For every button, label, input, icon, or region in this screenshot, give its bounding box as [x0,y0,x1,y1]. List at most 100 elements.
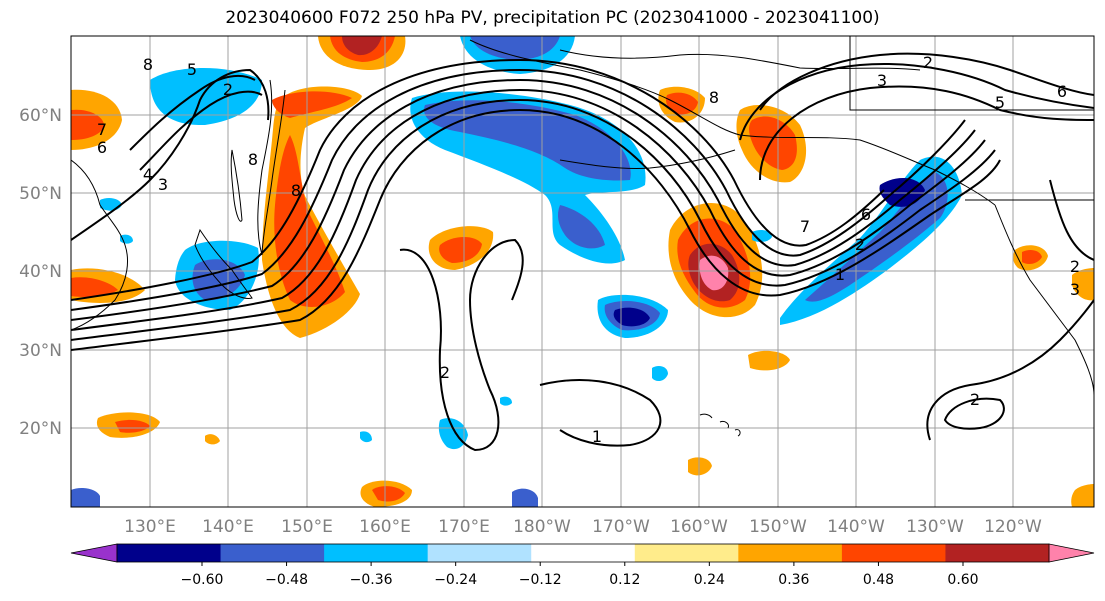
colorbar-tick-label: −0.12 [519,572,562,588]
precip-positive-bottom-right [1071,484,1094,507]
map-title: 2023040600 F072 250 hPa PV, precipitatio… [225,8,880,28]
precip-negative-okhotsk [150,68,262,126]
contour-label: 3 [877,71,887,90]
precip-negative-tiny-d [512,488,538,507]
contour-label: 6 [1057,82,1067,101]
lat-label: 40°N [19,262,62,282]
colorbar: −0.60 −0.48 −0.36 −0.24 −0.12 0.12 0.24 0.36 0.4… [70,543,1095,588]
contour-label: 3 [1070,280,1080,299]
lon-label: 180°W [513,517,571,537]
lon-label: 170°W [592,517,650,537]
lat-label: 30°N [19,341,62,361]
lon-label: 130°E [124,517,176,537]
contour-label: 6 [97,138,107,157]
pv-contour-ridge [399,238,524,452]
colorbar-tick-label: 0.48 [863,572,894,588]
colorbar-tick-label: −0.48 [265,572,308,588]
colorbar-tick-label: −0.24 [434,572,477,588]
pv-contour-subtropical [539,379,662,447]
precip-negative-tiny-i [360,431,372,443]
colorbar-segment [945,544,1050,562]
lon-label: 140°E [202,517,254,537]
precip-positive-170e-core [439,236,482,263]
precip-negative-gulf-alaska-core [879,178,925,207]
precip-negative-tiny-h [500,396,512,406]
colorbar-tick-label: 0.60 [947,572,978,588]
precip-negative-bering-core [470,36,560,60]
precip-positive-bottom-core [372,486,405,502]
lat-label: 60°N [19,106,62,126]
pv-contours [71,52,1094,452]
pv-contour-east-edge [1049,179,1094,261]
precip-negative-tiny-c [438,418,468,450]
colorbar-segment [117,544,222,562]
lon-label: 150°W [749,517,807,537]
precip-positive-alaska-core [749,116,797,170]
coast-north-america [994,204,1094,396]
colorbar-segment [531,544,636,562]
contour-label: 2 [923,53,933,72]
precip-positive-west-core [71,109,105,140]
contour-label: 8 [143,55,153,74]
lon-label: 130°W [906,517,964,537]
lon-label: 170°E [438,517,490,537]
coast-arctic [559,49,921,71]
contour-label: 7 [800,217,810,236]
precip-positive-kamchatka-top [272,91,352,118]
pv-contour-upper-right-b [739,63,1094,141]
precip-negative-aleutian-lower [557,205,605,249]
precip-positive-hawaii-n [748,350,790,371]
coast-asia [71,159,128,331]
pv-contour-e [71,68,966,311]
pv-contour-upper-right-c [759,85,1094,181]
pv-contour-c [71,88,986,331]
lon-label: 120°W [984,517,1042,537]
colorbar-extend-max [1048,543,1095,563]
lat-label: 50°N [19,184,62,204]
pv-contour-okhotsk-b [139,90,263,171]
precip-positive-china-core [71,277,118,298]
precip-negative-tiny-f [652,366,668,382]
contour-label: 3 [158,175,168,194]
pv-contour-d [71,78,976,321]
lat-label: 20°N [19,419,62,439]
precip-positive-kamchatka-core [274,135,345,307]
precip-negative-tiny-e [71,488,100,507]
colorbar-tick-label: −0.36 [350,572,393,588]
contour-label: 5 [995,93,1005,112]
colorbar-tick-label: −0.60 [181,572,224,588]
latitude-labels: 60°N 50°N 40°N 30°N 20°N [19,106,62,439]
pv-contour-east-low [926,299,1094,441]
colorbar-segment [841,544,946,562]
contour-label: 2 [440,363,450,382]
colorbar-tick-label: 0.12 [609,572,640,588]
contour-label: 1 [592,427,602,446]
precip-positive-north-max [342,36,382,56]
colorbar-extend-min [70,543,118,563]
colorbar-segment [427,544,532,562]
precip-negative-170w-core [613,307,650,327]
coast-kamchatka [257,79,286,256]
coast-japan [194,228,253,299]
coast-aleutians [559,149,736,169]
pv-contour-okhotsk-a [129,74,256,151]
precip-positive-small-b-core [1022,249,1042,265]
contour-label: 2 [223,80,233,99]
contour-label: 2 [855,235,865,254]
colorbar-segment [220,544,325,562]
lon-label: 160°W [670,517,728,537]
colorbar-outline [116,543,1050,563]
precip-positive-sw-core [115,419,150,433]
precip-positive-bering-strait-core [666,92,698,115]
contour-label: 4 [143,165,153,184]
precip-positive-small-a [688,457,712,476]
map-frame [70,35,1095,508]
pv-contour-upper-right-a [759,52,1094,111]
contour-label: 8 [291,181,301,200]
contour-label: 7 [97,120,107,139]
pv-contour-east-low-inner [943,397,1005,430]
lon-label: 160°E [359,517,411,537]
